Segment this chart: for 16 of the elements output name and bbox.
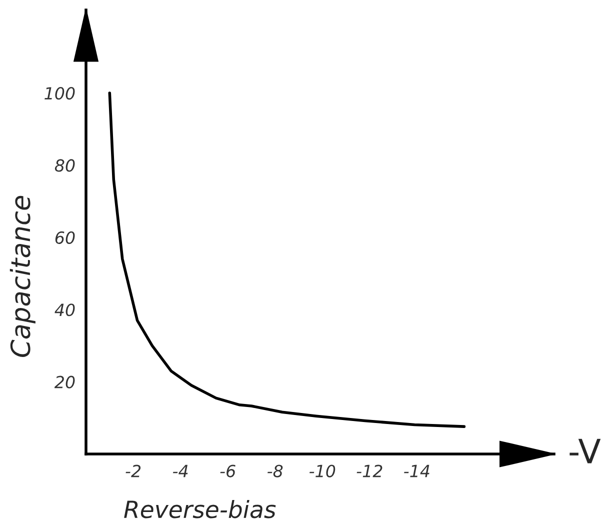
x-tick-label: -12 — [356, 464, 382, 478]
y-axis-title: Capacitance — [10, 196, 36, 357]
x-tick-label: -6 — [220, 464, 236, 478]
text: -V — [570, 438, 601, 464]
y-tick-label: 40 — [54, 304, 75, 316]
y-tick-label: 20 — [54, 376, 75, 388]
x-tick-label: -14 — [404, 464, 430, 478]
line-series — [108, 92, 466, 428]
y-tick-label: 60 — [55, 231, 75, 244]
x-axis-title: Reverse-bias — [124, 500, 276, 518]
x-tick-label: -10 — [310, 464, 336, 478]
x-tick-label: -8 — [268, 464, 283, 478]
y-tick-label: 100 — [44, 86, 75, 100]
y-tick-label: 80 — [54, 159, 75, 172]
x-tick-label: -2 — [126, 464, 141, 478]
x-tick-label: -4 — [172, 464, 188, 478]
